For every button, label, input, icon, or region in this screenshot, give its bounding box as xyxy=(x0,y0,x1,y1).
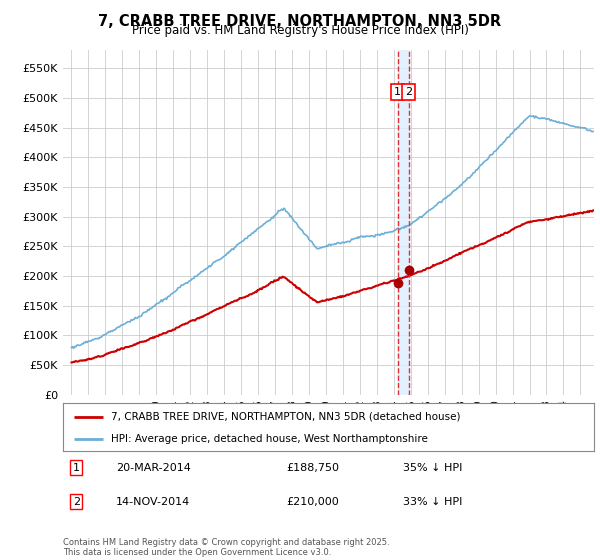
Text: 2: 2 xyxy=(405,87,412,97)
Text: £210,000: £210,000 xyxy=(286,497,339,507)
Text: 20-MAR-2014: 20-MAR-2014 xyxy=(116,463,191,473)
Text: 14-NOV-2014: 14-NOV-2014 xyxy=(116,497,190,507)
Text: 7, CRABB TREE DRIVE, NORTHAMPTON, NN3 5DR (detached house): 7, CRABB TREE DRIVE, NORTHAMPTON, NN3 5D… xyxy=(111,412,460,422)
Text: 33% ↓ HPI: 33% ↓ HPI xyxy=(403,497,462,507)
Text: 1: 1 xyxy=(394,87,401,97)
Text: 1: 1 xyxy=(73,463,80,473)
Text: 2: 2 xyxy=(73,497,80,507)
Bar xyxy=(398,50,409,395)
Text: Contains HM Land Registry data © Crown copyright and database right 2025.
This d: Contains HM Land Registry data © Crown c… xyxy=(63,538,389,557)
Text: Price paid vs. HM Land Registry's House Price Index (HPI): Price paid vs. HM Land Registry's House … xyxy=(131,24,469,37)
Text: 7, CRABB TREE DRIVE, NORTHAMPTON, NN3 5DR: 7, CRABB TREE DRIVE, NORTHAMPTON, NN3 5D… xyxy=(98,14,502,29)
Text: 35% ↓ HPI: 35% ↓ HPI xyxy=(403,463,462,473)
Text: HPI: Average price, detached house, West Northamptonshire: HPI: Average price, detached house, West… xyxy=(111,434,428,444)
Text: £188,750: £188,750 xyxy=(286,463,339,473)
